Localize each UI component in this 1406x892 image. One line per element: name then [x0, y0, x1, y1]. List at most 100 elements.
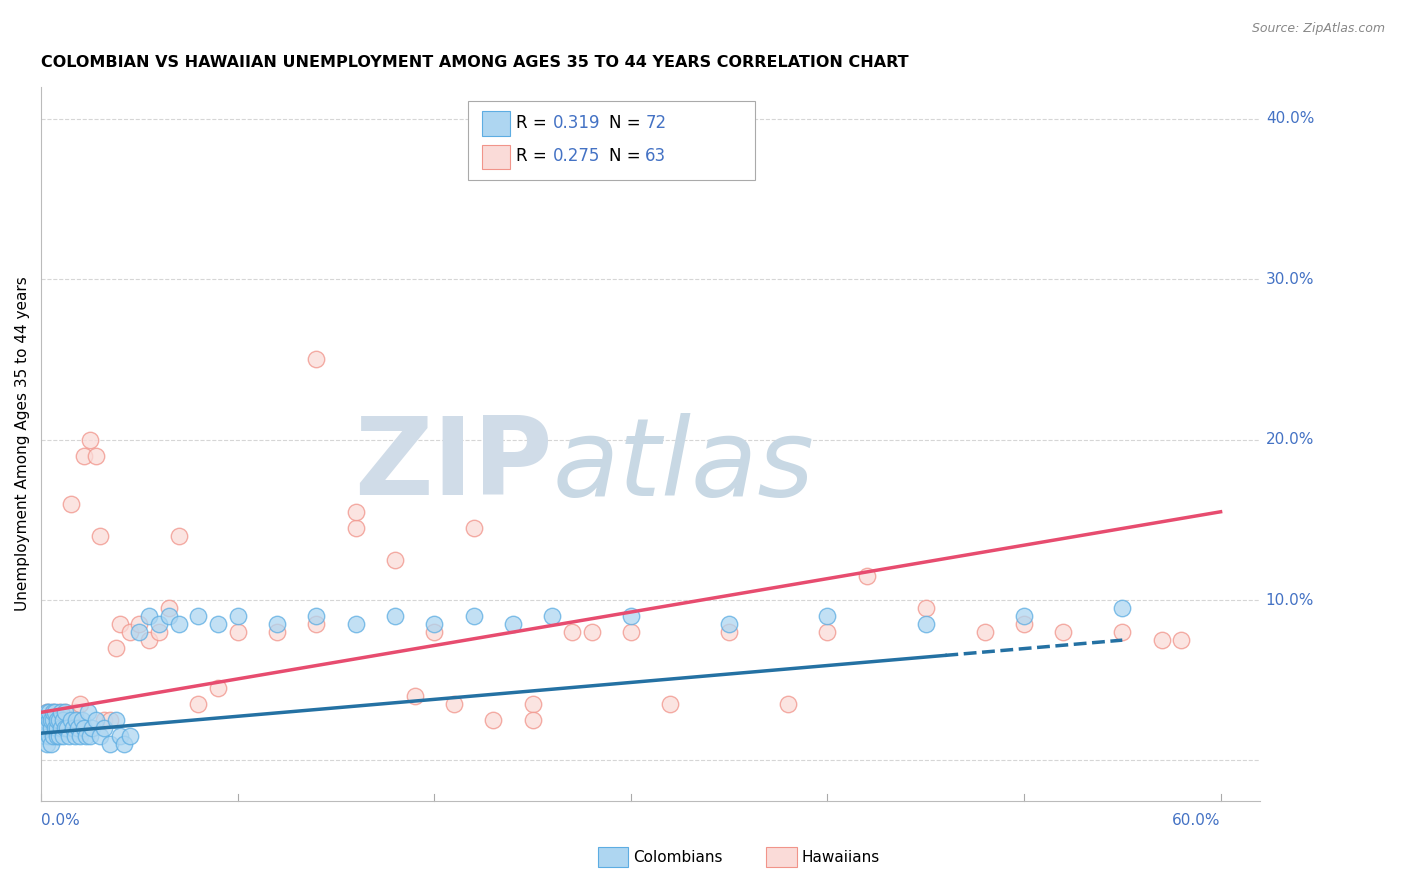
- Text: R =: R =: [516, 114, 553, 132]
- Point: [855, 569, 877, 583]
- Point: [778, 698, 800, 712]
- Point: [73, 722, 96, 736]
- Text: Colombians: Colombians: [633, 850, 723, 864]
- Point: [138, 633, 160, 648]
- Point: [42, 730, 65, 744]
- Text: Hawaiians: Hawaiians: [801, 850, 880, 864]
- Point: [48, 714, 70, 728]
- Point: [118, 730, 141, 744]
- Point: [93, 722, 115, 736]
- Point: [79, 433, 101, 447]
- Point: [63, 730, 86, 744]
- Point: [73, 449, 96, 463]
- Point: [89, 529, 111, 543]
- Text: 20.0%: 20.0%: [1265, 432, 1315, 447]
- Point: [35, 706, 58, 720]
- Point: [104, 641, 127, 656]
- Point: [42, 706, 65, 720]
- Point: [112, 738, 135, 752]
- Point: [167, 617, 190, 632]
- Point: [84, 714, 107, 728]
- Point: [42, 714, 65, 728]
- Point: [157, 601, 180, 615]
- Point: [423, 625, 446, 640]
- Point: [34, 730, 56, 744]
- Text: 10.0%: 10.0%: [1265, 592, 1315, 607]
- Point: [59, 714, 82, 728]
- Point: [561, 625, 583, 640]
- Point: [45, 722, 67, 736]
- Point: [443, 698, 465, 712]
- Point: [38, 730, 60, 744]
- Point: [1150, 633, 1173, 648]
- Point: [58, 722, 80, 736]
- Point: [84, 449, 107, 463]
- Point: [423, 617, 446, 632]
- Text: ZIP: ZIP: [354, 412, 553, 518]
- Point: [39, 714, 62, 728]
- Text: 0.319: 0.319: [553, 114, 600, 132]
- Point: [38, 714, 60, 728]
- Point: [65, 722, 87, 736]
- Point: [581, 625, 603, 640]
- Point: [48, 706, 70, 720]
- Point: [39, 722, 62, 736]
- Point: [305, 617, 328, 632]
- Point: [1111, 601, 1133, 615]
- Point: [45, 714, 67, 728]
- Point: [482, 714, 505, 728]
- Point: [104, 714, 127, 728]
- Point: [718, 625, 741, 640]
- Point: [65, 714, 87, 728]
- Text: 63: 63: [645, 147, 666, 165]
- Point: [98, 714, 121, 728]
- Point: [541, 609, 564, 624]
- Point: [1170, 633, 1192, 648]
- Point: [914, 601, 936, 615]
- Text: atlas: atlas: [553, 412, 815, 517]
- Point: [815, 609, 838, 624]
- Point: [69, 698, 91, 712]
- Point: [42, 706, 65, 720]
- Point: [52, 730, 75, 744]
- Point: [35, 722, 58, 736]
- Point: [45, 730, 67, 744]
- Point: [187, 698, 209, 712]
- Text: 0.0%: 0.0%: [41, 814, 80, 829]
- Point: [226, 609, 249, 624]
- Point: [305, 609, 328, 624]
- Point: [75, 730, 97, 744]
- Point: [69, 730, 91, 744]
- Point: [148, 617, 170, 632]
- Point: [522, 714, 544, 728]
- Point: [89, 730, 111, 744]
- Point: [384, 609, 406, 624]
- Point: [108, 730, 131, 744]
- Point: [38, 722, 60, 736]
- Point: [108, 617, 131, 632]
- Point: [1052, 625, 1074, 640]
- Text: 30.0%: 30.0%: [1265, 272, 1315, 286]
- Point: [148, 625, 170, 640]
- Point: [157, 609, 180, 624]
- Point: [207, 681, 229, 696]
- Point: [344, 505, 367, 519]
- Point: [44, 722, 66, 736]
- Text: COLOMBIAN VS HAWAIIAN UNEMPLOYMENT AMONG AGES 35 TO 44 YEARS CORRELATION CHART: COLOMBIAN VS HAWAIIAN UNEMPLOYMENT AMONG…: [41, 55, 908, 70]
- Point: [463, 521, 485, 535]
- Text: 40.0%: 40.0%: [1265, 112, 1315, 126]
- Point: [522, 698, 544, 712]
- Point: [52, 722, 75, 736]
- Point: [118, 625, 141, 640]
- Point: [35, 706, 58, 720]
- Point: [53, 706, 76, 720]
- Text: R =: R =: [516, 147, 553, 165]
- Point: [55, 722, 77, 736]
- Text: 60.0%: 60.0%: [1173, 814, 1220, 829]
- Point: [32, 722, 55, 736]
- Point: [344, 521, 367, 535]
- Point: [620, 625, 643, 640]
- Point: [32, 714, 55, 728]
- Point: [1111, 625, 1133, 640]
- Text: N =: N =: [609, 147, 645, 165]
